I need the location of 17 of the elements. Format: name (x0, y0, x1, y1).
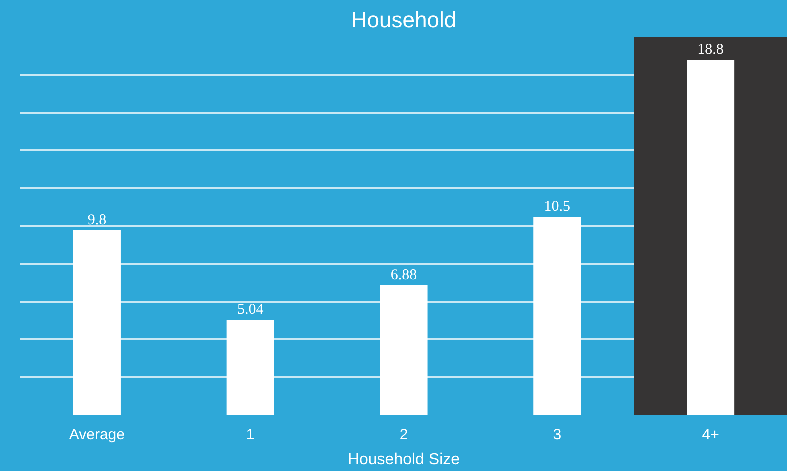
data-label: 9.8 (88, 212, 107, 228)
data-label: 10.5 (544, 199, 571, 216)
bar (73, 230, 121, 416)
bar (687, 60, 735, 416)
bar (534, 217, 582, 416)
x-tick-label: 3 (553, 426, 562, 444)
x-tick-label: Average (69, 426, 126, 444)
x-tick-label: 1 (246, 426, 255, 444)
x-tick-label: 2 (400, 426, 408, 444)
data-label: 18.8 (698, 42, 724, 58)
chart-title: Household (351, 8, 457, 32)
data-label: 6.88 (390, 267, 418, 284)
bar (380, 285, 428, 416)
x-tick-label: 4+ (702, 426, 720, 444)
data-label: 5.04 (237, 302, 264, 318)
bar (226, 320, 274, 416)
x-axis-title: Household Size (348, 452, 460, 468)
